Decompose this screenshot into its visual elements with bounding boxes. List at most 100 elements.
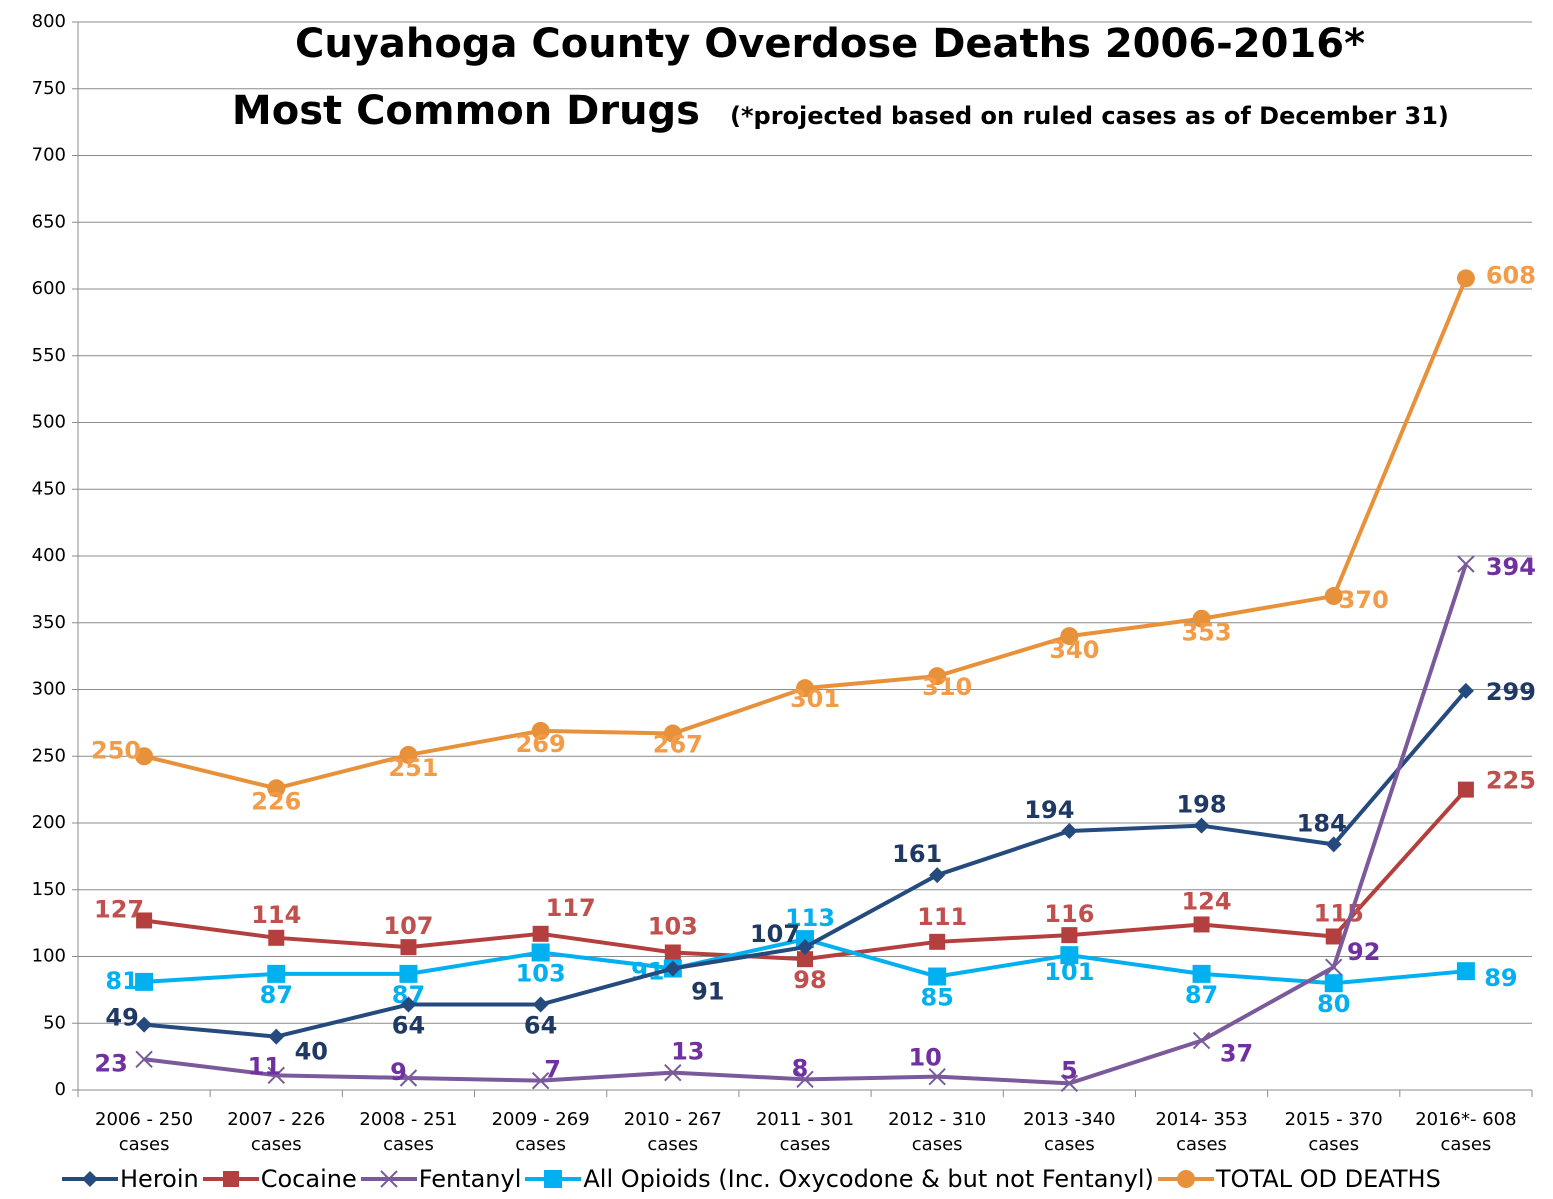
marker — [82, 1171, 98, 1187]
data-label: 103 — [516, 959, 566, 987]
data-label: 81 — [105, 967, 138, 995]
data-label: 251 — [388, 754, 438, 782]
marker — [1060, 1074, 1079, 1093]
data-label: 107 — [750, 920, 800, 948]
marker — [1325, 958, 1343, 976]
data-label: 370 — [1339, 586, 1389, 614]
marker — [1457, 555, 1475, 573]
data-label: 91 — [691, 978, 724, 1006]
marker — [1456, 962, 1475, 981]
legend-item: All Opioids (Inc. Oxycodone & but not Fe… — [523, 1164, 1154, 1194]
data-label: 124 — [1181, 887, 1231, 915]
y-tick-label: 0 — [55, 1079, 66, 1100]
marker — [135, 972, 154, 991]
marker — [1192, 1031, 1211, 1050]
legend-swatch — [202, 1171, 259, 1187]
data-label: 250 — [91, 736, 141, 764]
marker — [267, 779, 286, 798]
marker — [135, 1050, 153, 1069]
data-label: 87 — [1185, 981, 1218, 1009]
data-label: 107 — [383, 912, 433, 940]
data-label: 98 — [793, 966, 826, 994]
series: 250 226 251 269 267 301 310 340 353 370 608 — [91, 261, 1536, 815]
marker — [1193, 817, 1210, 834]
marker — [1060, 627, 1079, 646]
data-label: 23 — [94, 1049, 127, 1077]
marker — [929, 933, 946, 950]
legend-item: TOTAL OD DEATHS — [1156, 1164, 1441, 1194]
y-tick-label: 550 — [32, 345, 66, 366]
marker — [1061, 823, 1078, 840]
marker — [1061, 927, 1078, 944]
x-tick-label: 2006 - 250 cases — [95, 1109, 194, 1155]
marker — [1457, 781, 1474, 798]
x-tick-label: 2007 - 226 cases — [227, 1109, 326, 1155]
data-label: 85 — [920, 984, 953, 1012]
y-tick-label: 600 — [32, 278, 66, 299]
marker — [664, 960, 681, 977]
series: 49 40 64 64 91 107 161 194 198 184 299 — [105, 678, 1536, 1066]
x-tick-label: 2011 - 301 cases — [755, 1109, 855, 1155]
legend-item: Cocaine — [201, 1164, 357, 1194]
data-label: 87 — [260, 981, 293, 1009]
y-tick-label: 100 — [32, 946, 66, 967]
marker — [267, 1066, 285, 1085]
data-label: 116 — [1044, 900, 1094, 928]
legend-label: All Opioids (Inc. Oxycodone & but not Fe… — [583, 1165, 1154, 1193]
data-label: 113 — [785, 904, 835, 932]
marker — [532, 996, 549, 1013]
data-label: 301 — [790, 685, 840, 713]
x-tick-label: 2010 - 267 cases — [623, 1109, 722, 1155]
data-label: 184 — [1297, 809, 1347, 837]
y-tick-label: 300 — [32, 679, 66, 700]
data-label: 7 — [544, 1056, 561, 1084]
marker — [928, 1067, 946, 1086]
marker — [797, 939, 813, 956]
legend: Heroin Cocaine Fentanyl All Opioids (Inc. O… — [60, 1160, 1443, 1198]
marker — [928, 967, 947, 986]
marker — [1060, 946, 1079, 965]
x-tick-label: 2012 - 310 cases — [888, 1109, 987, 1155]
x-tick-label: 2009 - 269 cases — [491, 1109, 590, 1155]
y-tick-label: 450 — [32, 478, 66, 499]
data-label: 340 — [1049, 636, 1099, 664]
marker — [797, 951, 813, 968]
legend-label: Fentanyl — [418, 1165, 522, 1193]
legend-swatch — [360, 1170, 417, 1188]
y-tick-label: 650 — [32, 211, 66, 232]
marker — [532, 925, 549, 942]
data-label: 127 — [94, 895, 144, 923]
y-tick-label: 350 — [32, 612, 66, 633]
data-label: 92 — [1347, 938, 1380, 966]
annotation: (*projected based on ruled cases as of D… — [730, 102, 1449, 130]
data-label: 198 — [1176, 791, 1226, 819]
legend-swatch — [1157, 1170, 1214, 1188]
chart-subtitle: Most Common Drugs — [232, 88, 700, 134]
y-tick-label: 400 — [32, 545, 66, 566]
marker — [796, 679, 814, 698]
x-tick-label: 2014- 353 cases — [1155, 1109, 1248, 1155]
data-label: 64 — [392, 1012, 425, 1040]
y-tick-label: 200 — [32, 812, 66, 833]
x-tick-label: 2013 -340 cases — [1023, 1109, 1116, 1155]
legend-item: Fentanyl — [359, 1164, 522, 1194]
marker — [531, 1071, 550, 1090]
data-label: 80 — [1317, 990, 1350, 1018]
marker — [664, 944, 681, 961]
marker — [1193, 916, 1210, 933]
data-label: 269 — [516, 730, 566, 758]
marker — [1176, 1170, 1195, 1188]
marker — [663, 724, 682, 743]
marker — [1192, 609, 1211, 628]
legend-swatch — [525, 1170, 582, 1188]
marker — [1456, 269, 1475, 288]
marker — [928, 667, 947, 686]
marker — [135, 747, 154, 766]
marker — [268, 1028, 285, 1045]
marker — [136, 1016, 153, 1033]
chart-title: Cuyahoga County Overdose Deaths 2006-201… — [295, 21, 1365, 67]
data-label: 608 — [1486, 261, 1536, 289]
